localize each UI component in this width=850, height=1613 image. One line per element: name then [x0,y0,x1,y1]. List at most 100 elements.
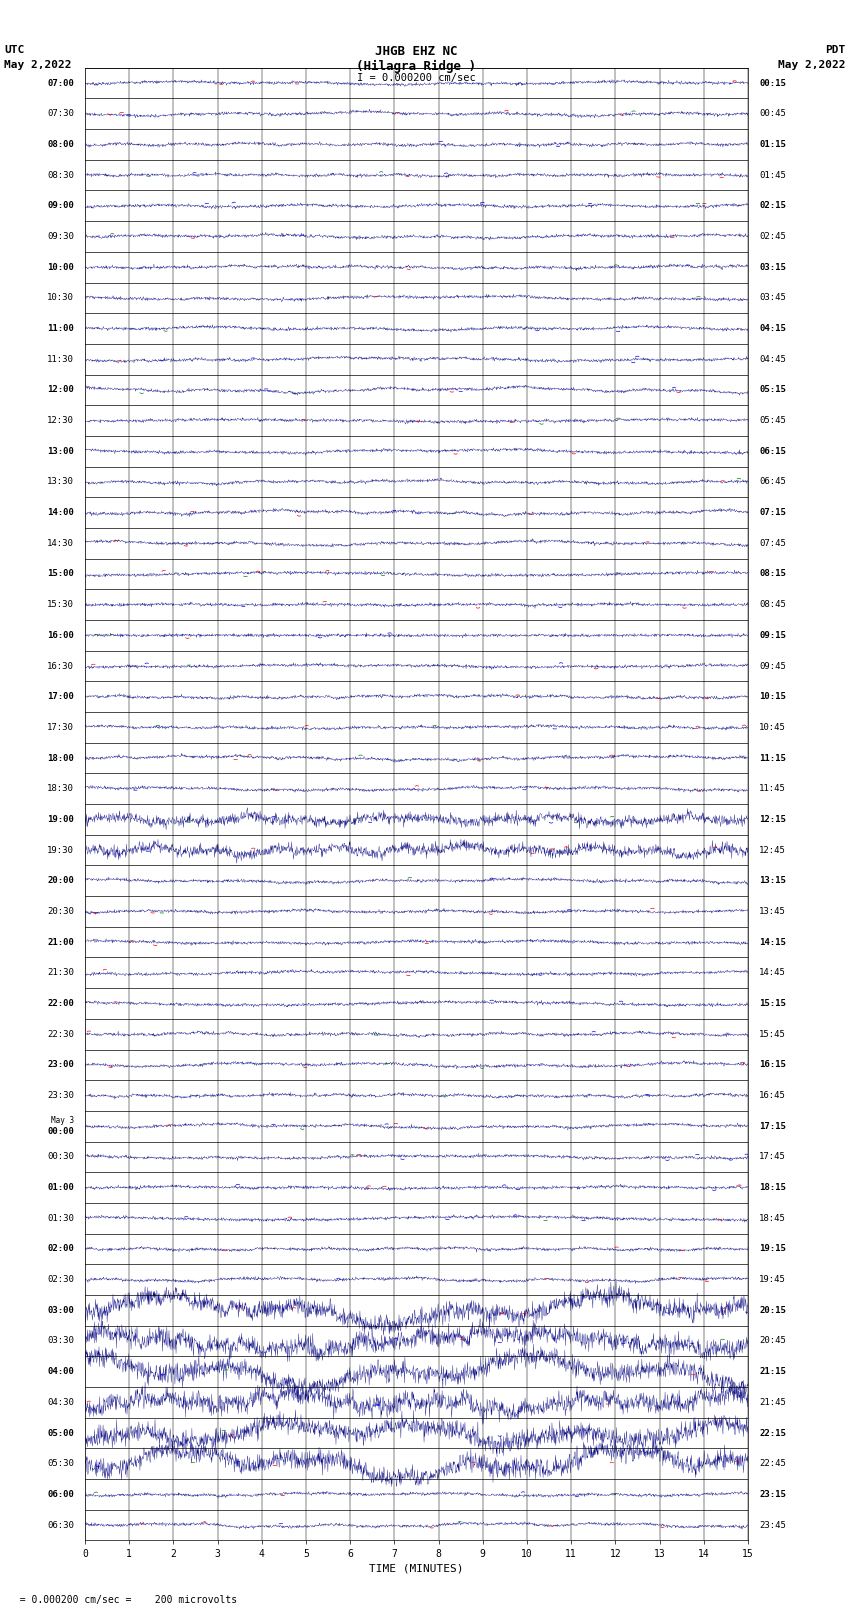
Text: May 2,2022: May 2,2022 [779,60,846,69]
Text: 23:30: 23:30 [47,1090,74,1100]
Text: 03:30: 03:30 [47,1337,74,1345]
Text: 11:15: 11:15 [759,753,786,763]
Text: 17:45: 17:45 [759,1152,786,1161]
Text: 18:30: 18:30 [47,784,74,794]
Text: JHGB EHZ NC: JHGB EHZ NC [375,45,458,58]
Text: 14:30: 14:30 [47,539,74,548]
Text: 06:15: 06:15 [759,447,786,456]
Text: 11:45: 11:45 [759,784,786,794]
Text: 15:00: 15:00 [47,569,74,579]
Text: 05:00: 05:00 [47,1429,74,1437]
Text: 23:15: 23:15 [759,1490,786,1498]
Text: 18:00: 18:00 [47,753,74,763]
Text: 22:15: 22:15 [759,1429,786,1437]
Text: 04:00: 04:00 [47,1368,74,1376]
Text: 16:00: 16:00 [47,631,74,640]
Text: 18:45: 18:45 [759,1213,786,1223]
Text: 17:30: 17:30 [47,723,74,732]
Text: 10:30: 10:30 [47,294,74,302]
Text: = 0.000200 cm/sec =    200 microvolts: = 0.000200 cm/sec = 200 microvolts [8,1595,238,1605]
Text: 19:00: 19:00 [47,815,74,824]
Text: 07:15: 07:15 [759,508,786,518]
Text: 22:00: 22:00 [47,998,74,1008]
Text: 20:45: 20:45 [759,1337,786,1345]
Text: 04:30: 04:30 [47,1398,74,1407]
Text: 04:15: 04:15 [759,324,786,332]
Text: 02:00: 02:00 [47,1245,74,1253]
Text: 10:15: 10:15 [759,692,786,702]
Text: UTC: UTC [4,45,25,55]
Text: 12:15: 12:15 [759,815,786,824]
Text: 02:15: 02:15 [759,202,786,210]
Text: May 3: May 3 [51,1116,74,1126]
Text: 00:45: 00:45 [759,110,786,118]
Text: 02:45: 02:45 [759,232,786,240]
Text: 15:30: 15:30 [47,600,74,610]
Text: 08:15: 08:15 [759,569,786,579]
Text: I = 0.000200 cm/sec: I = 0.000200 cm/sec [357,73,476,82]
Text: 06:45: 06:45 [759,477,786,487]
Text: 00:30: 00:30 [47,1152,74,1161]
Text: 14:00: 14:00 [47,508,74,518]
Text: 09:00: 09:00 [47,202,74,210]
Text: 04:45: 04:45 [759,355,786,363]
Text: 22:30: 22:30 [47,1029,74,1039]
Text: 09:30: 09:30 [47,232,74,240]
Text: 02:30: 02:30 [47,1276,74,1284]
Text: 20:00: 20:00 [47,876,74,886]
Text: 11:30: 11:30 [47,355,74,363]
Text: 01:00: 01:00 [47,1182,74,1192]
Text: 15:15: 15:15 [759,998,786,1008]
Text: 16:45: 16:45 [759,1090,786,1100]
Text: 16:15: 16:15 [759,1060,786,1069]
Text: 01:45: 01:45 [759,171,786,179]
Text: 19:45: 19:45 [759,1276,786,1284]
Text: 13:30: 13:30 [47,477,74,487]
Text: 17:00: 17:00 [47,692,74,702]
Text: 03:45: 03:45 [759,294,786,302]
Text: 00:15: 00:15 [759,79,786,87]
Text: 12:45: 12:45 [759,845,786,855]
Text: 10:00: 10:00 [47,263,74,271]
Text: 06:30: 06:30 [47,1521,74,1529]
Text: 23:45: 23:45 [759,1521,786,1529]
Text: 17:15: 17:15 [759,1121,786,1131]
Text: 08:30: 08:30 [47,171,74,179]
Text: (Hilagra Ridge ): (Hilagra Ridge ) [356,60,477,73]
Text: 16:30: 16:30 [47,661,74,671]
Text: May 2,2022: May 2,2022 [4,60,71,69]
Text: 21:45: 21:45 [759,1398,786,1407]
Text: 11:00: 11:00 [47,324,74,332]
Text: PDT: PDT [825,45,846,55]
Text: 07:00: 07:00 [47,79,74,87]
Text: 20:30: 20:30 [47,907,74,916]
Text: 14:45: 14:45 [759,968,786,977]
Text: 18:15: 18:15 [759,1182,786,1192]
X-axis label: TIME (MINUTES): TIME (MINUTES) [369,1563,464,1574]
Text: 07:30: 07:30 [47,110,74,118]
Text: 20:15: 20:15 [759,1307,786,1315]
Text: 15:45: 15:45 [759,1029,786,1039]
Text: 21:00: 21:00 [47,937,74,947]
Text: 03:15: 03:15 [759,263,786,271]
Text: 12:30: 12:30 [47,416,74,426]
Text: 21:15: 21:15 [759,1368,786,1376]
Text: 10:45: 10:45 [759,723,786,732]
Text: 19:15: 19:15 [759,1245,786,1253]
Text: 01:30: 01:30 [47,1213,74,1223]
Text: 23:00: 23:00 [47,1060,74,1069]
Text: 21:30: 21:30 [47,968,74,977]
Text: 14:15: 14:15 [759,937,786,947]
Text: 09:15: 09:15 [759,631,786,640]
Text: 08:00: 08:00 [47,140,74,148]
Text: 05:30: 05:30 [47,1460,74,1468]
Text: 09:45: 09:45 [759,661,786,671]
Text: 05:45: 05:45 [759,416,786,426]
Text: 03:00: 03:00 [47,1307,74,1315]
Text: 07:45: 07:45 [759,539,786,548]
Text: 01:15: 01:15 [759,140,786,148]
Text: 22:45: 22:45 [759,1460,786,1468]
Text: 05:15: 05:15 [759,386,786,395]
Text: 19:30: 19:30 [47,845,74,855]
Text: 13:15: 13:15 [759,876,786,886]
